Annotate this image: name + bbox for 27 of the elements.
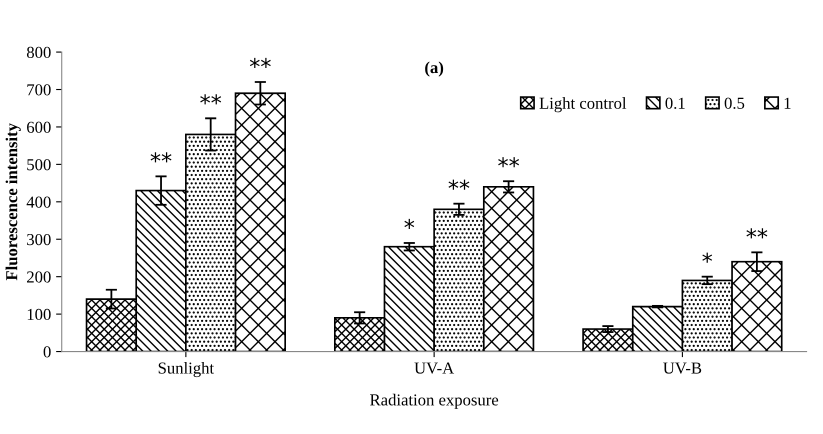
x-axis-title: Radiation exposure [370, 394, 498, 409]
y-tick-label: 200 [27, 271, 51, 283]
y-tick-label: 0 [44, 346, 51, 358]
annotation: (a) [425, 61, 444, 77]
y-axis-title: Fluorescence intensity [6, 123, 21, 280]
y-tick-label: 600 [27, 122, 51, 133]
y-tick-label: 500 [27, 159, 51, 170]
data-label: ** [746, 228, 768, 238]
legend-label: 0.1 [666, 98, 685, 109]
data-label: * [702, 252, 712, 263]
y-tick-label: 300 [27, 234, 51, 246]
x-tick-label: UV-A [414, 362, 454, 374]
legend-label: 1 [784, 98, 791, 109]
data-label: ** [250, 58, 271, 68]
y-tick-label: 100 [28, 308, 51, 320]
data-label: ** [150, 152, 172, 162]
data-label: ** [200, 94, 222, 104]
legend-label: Light control [540, 97, 626, 112]
y-tick-label: 800 [26, 46, 51, 58]
data-label: * [404, 218, 414, 230]
data-label: ** [448, 180, 470, 190]
x-tick-label: Sunlight [158, 362, 214, 378]
x-tick-label: UV-B [663, 362, 702, 374]
y-tick-label: 700 [27, 84, 51, 96]
y-tick-label: 400 [26, 196, 51, 208]
data-label: ** [498, 157, 520, 168]
legend-label: 0.5 [724, 98, 744, 109]
